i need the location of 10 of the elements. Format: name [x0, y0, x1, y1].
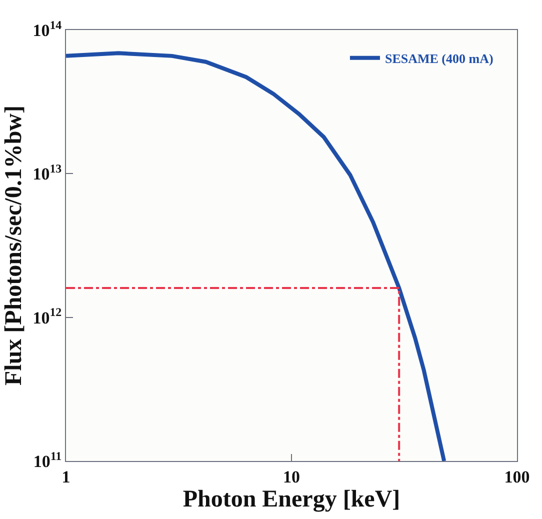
y-tick-label: 10$^{14}$ [32, 18, 62, 40]
y-axis-title: Flux [Photons/sec/0.1%bw] [0, 105, 27, 386]
x-tick-label: 1 [62, 467, 70, 486]
x-axis-title: Photon Energy [keV] [182, 486, 400, 513]
y-tick-label: 10$^{13}$ [32, 161, 62, 184]
y-tick-label: 10$^{12}$ [32, 305, 62, 328]
x-tick-label: 10 [283, 467, 300, 486]
legend-label: SESAME (400 mA) [384, 50, 494, 66]
x-tick-label: 100 [504, 467, 530, 486]
y-tick-label: 10$^{11}$ [33, 448, 62, 471]
